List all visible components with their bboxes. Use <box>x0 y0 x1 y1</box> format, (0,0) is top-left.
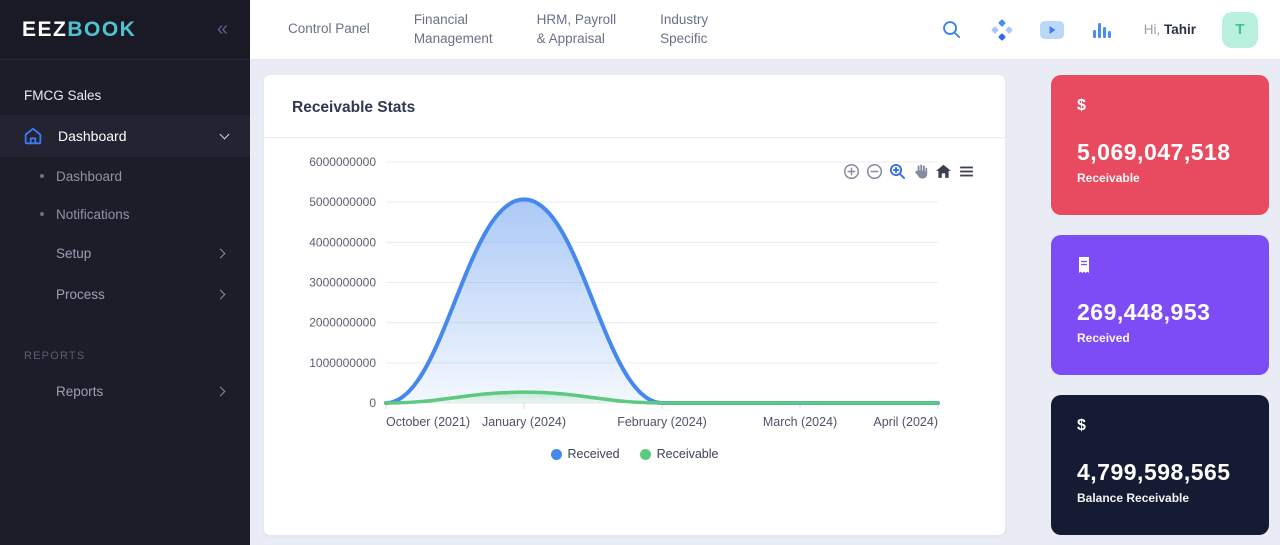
box-zoom-icon[interactable] <box>888 162 906 180</box>
card-value: 269,448,953 <box>1077 299 1211 325</box>
y-axis-label: 6000000000 <box>309 155 376 169</box>
apps-icon[interactable] <box>990 18 1014 42</box>
card-label: Received <box>1077 331 1130 345</box>
summary-card-receivable: $5,069,047,518 Receivable <box>1051 75 1269 215</box>
zoom-in-icon[interactable] <box>842 162 860 180</box>
app-logo: EEZBOOK <box>22 18 136 42</box>
dollar-icon: $ <box>1077 97 1086 114</box>
receivable-stats-panel: Receivable Stats 6000000000 5000000000 400… <box>264 75 1005 535</box>
sidebar-item-label: Setup <box>56 246 92 261</box>
sidebar-item-label: Dashboard <box>58 128 127 144</box>
zoom-out-icon[interactable] <box>865 162 883 180</box>
chart-toolbar <box>842 162 975 180</box>
summary-card-received: 269,448,953 Received <box>1051 235 1269 375</box>
greeting-prefix: Hi, <box>1143 22 1161 37</box>
dollar-icon: $ <box>1077 417 1086 434</box>
chevron-right-icon <box>215 386 226 397</box>
receivable-stats-chart: 6000000000 5000000000 4000000000 3000000000… <box>309 155 940 429</box>
nav-item-industry-specific[interactable]: Industry Specific <box>660 11 709 46</box>
legend-dot <box>550 448 562 460</box>
series-line-receivable <box>384 390 940 405</box>
sidebar-collapse-icon[interactable]: « <box>216 18 228 40</box>
sidebar-item-reports: REPORTS <box>0 341 250 371</box>
y-axis-label: 5000000000 <box>309 195 376 209</box>
content-area: Receivable Stats 6000000000 5000000000 400… <box>250 60 1280 545</box>
sidebar-item-label: Process <box>56 287 105 302</box>
y-axis-label: 0 <box>369 396 376 410</box>
sidebar: EEZBOOK « FMCG Sales Dashboard Dashboard N… <box>0 0 250 545</box>
sidebar-item-dashboard[interactable]: Dashboard <box>0 115 250 157</box>
x-axis-label: April (2024) <box>873 415 938 429</box>
x-axis-label: October (2021) <box>386 415 470 429</box>
logo-primary: EEZ <box>22 17 68 41</box>
sidebar-item-label: REPORTS <box>24 350 86 362</box>
pan-icon[interactable] <box>911 162 929 180</box>
receipt-icon <box>1077 257 1243 277</box>
user-greeting: Hi, Tahir <box>1144 22 1196 37</box>
search-icon[interactable] <box>940 18 964 42</box>
series-area-receivable <box>386 392 938 403</box>
sidebar-menu: Dashboard Dashboard Notifications Setup Proc… <box>0 115 250 412</box>
y-axis-label: 4000000000 <box>309 235 376 249</box>
sidebar-item-process[interactable]: Process <box>0 274 250 315</box>
legend-label: Receivable <box>656 447 719 461</box>
summary-card-balance-receivable: $4,799,598,565 Balance Receivable <box>1051 395 1269 535</box>
x-axis-label: March (2024) <box>763 415 837 429</box>
bullet-icon <box>40 212 44 216</box>
summary-cards: $5,069,047,518 Receivable 269,448,953 Recei… <box>1051 75 1269 535</box>
video-icon[interactable] <box>1039 18 1064 42</box>
top-header: Control Panel Financial Management HRM, Pay… <box>250 0 1280 60</box>
sidebar-item-reports[interactable]: Reports <box>0 371 250 412</box>
sidebar-item-dashboard[interactable]: Dashboard <box>0 157 250 195</box>
main-column: Control Panel Financial Management HRM, Pay… <box>250 0 1280 545</box>
x-axis-label: February (2024) <box>617 415 707 429</box>
home-icon <box>22 125 44 147</box>
card-value: 4,799,598,565 <box>1077 459 1231 485</box>
card-value: 5,069,047,518 <box>1077 139 1231 165</box>
chevron-right-icon <box>215 248 226 259</box>
company-name: FMCG Sales <box>24 88 102 103</box>
legend-item-received[interactable]: Received <box>550 447 620 461</box>
y-axis-label: 1000000000 <box>309 356 376 370</box>
avatar[interactable]: T <box>1222 11 1258 48</box>
header-actions: Hi, Tahir T <box>940 11 1258 48</box>
x-axis-label: January (2024) <box>482 415 566 429</box>
chart-body: 6000000000 5000000000 4000000000 3000000000… <box>264 138 1005 473</box>
stats-icon[interactable] <box>1090 18 1114 42</box>
sidebar-item-label: Reports <box>56 384 104 399</box>
sidebar-item-label: Notifications <box>56 206 130 222</box>
chevron-right-icon <box>215 289 226 300</box>
user-name: Tahir <box>1163 22 1196 37</box>
nav-item-control-panel[interactable]: Control Panel <box>288 21 370 37</box>
nav-item-hrm-payroll-appraisal[interactable]: HRM, Payroll & Appraisal <box>536 11 617 46</box>
sidebar-item-setup[interactable]: Setup <box>0 233 250 274</box>
logo-accent: BOOK <box>67 17 137 41</box>
header-icons <box>940 18 1114 42</box>
chart-legend: Received Receivable <box>290 447 979 469</box>
sidebar-item-notifications[interactable]: Notifications <box>0 195 250 233</box>
y-axis-label: 2000000000 <box>309 316 376 330</box>
sidebar-item-label: Dashboard <box>56 168 123 184</box>
legend-label: Received <box>567 447 620 461</box>
bullet-icon <box>40 174 44 178</box>
panel-title: Receivable Stats <box>264 75 1005 138</box>
card-label: Receivable <box>1077 171 1140 185</box>
series-area-received <box>386 199 938 403</box>
chevron-down-icon <box>219 129 230 139</box>
card-label: Balance Receivable <box>1077 491 1190 505</box>
nav-item-financial-management[interactable]: Financial Management <box>413 11 493 46</box>
menu-icon[interactable] <box>957 162 975 180</box>
top-navigation: Control Panel Financial Management HRM, Pay… <box>288 11 708 49</box>
y-axis-label: 3000000000 <box>309 276 376 290</box>
legend-item-receivable[interactable]: Receivable <box>639 447 719 461</box>
home-reset-icon[interactable] <box>934 162 952 180</box>
sidebar-header: EEZBOOK « <box>0 0 250 60</box>
legend-dot <box>639 448 651 460</box>
